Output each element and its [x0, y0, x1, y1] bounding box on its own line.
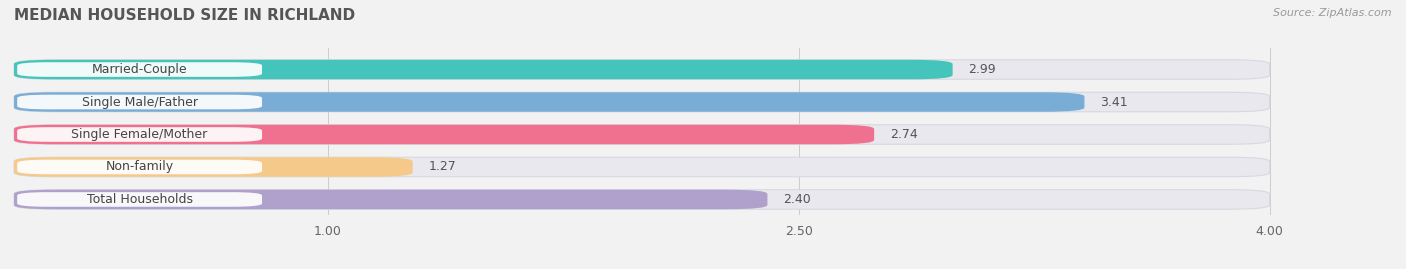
- FancyBboxPatch shape: [17, 95, 262, 109]
- Text: Single Male/Father: Single Male/Father: [82, 95, 198, 108]
- FancyBboxPatch shape: [14, 60, 953, 79]
- FancyBboxPatch shape: [14, 157, 413, 177]
- FancyBboxPatch shape: [14, 157, 1270, 177]
- Text: 2.99: 2.99: [969, 63, 995, 76]
- Text: Single Female/Mother: Single Female/Mother: [72, 128, 208, 141]
- FancyBboxPatch shape: [14, 92, 1270, 112]
- Text: 3.41: 3.41: [1099, 95, 1128, 108]
- Text: Married-Couple: Married-Couple: [91, 63, 187, 76]
- Text: 2.74: 2.74: [890, 128, 918, 141]
- Text: MEDIAN HOUSEHOLD SIZE IN RICHLAND: MEDIAN HOUSEHOLD SIZE IN RICHLAND: [14, 8, 356, 23]
- FancyBboxPatch shape: [14, 60, 1270, 79]
- Text: Non-family: Non-family: [105, 161, 174, 174]
- FancyBboxPatch shape: [14, 92, 1084, 112]
- FancyBboxPatch shape: [17, 192, 262, 207]
- FancyBboxPatch shape: [17, 160, 262, 174]
- FancyBboxPatch shape: [14, 190, 768, 209]
- FancyBboxPatch shape: [14, 125, 875, 144]
- Text: 2.40: 2.40: [783, 193, 811, 206]
- FancyBboxPatch shape: [14, 190, 1270, 209]
- Text: Source: ZipAtlas.com: Source: ZipAtlas.com: [1274, 8, 1392, 18]
- FancyBboxPatch shape: [17, 62, 262, 77]
- Text: Total Households: Total Households: [87, 193, 193, 206]
- Text: 1.27: 1.27: [429, 161, 456, 174]
- FancyBboxPatch shape: [17, 127, 262, 142]
- FancyBboxPatch shape: [14, 125, 1270, 144]
